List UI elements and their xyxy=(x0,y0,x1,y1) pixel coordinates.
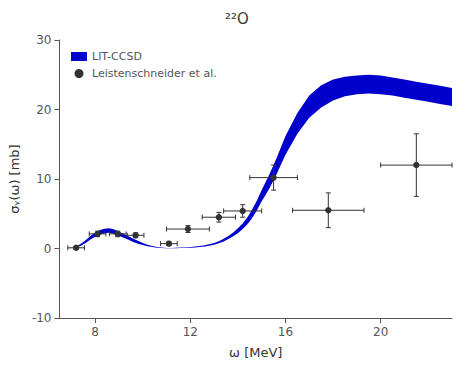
svg-text:20: 20 xyxy=(36,103,51,117)
svg-text:8: 8 xyxy=(91,325,99,339)
svg-text:16: 16 xyxy=(278,325,293,339)
svg-text:12: 12 xyxy=(183,325,198,339)
svg-text:σᵧ(ω) [mb]: σᵧ(ω) [mb] xyxy=(7,144,22,213)
svg-text:-10: -10 xyxy=(32,311,52,325)
svg-text:10: 10 xyxy=(36,172,51,186)
svg-text:20: 20 xyxy=(373,325,388,339)
svg-text:²²O: ²²O xyxy=(225,10,249,28)
svg-text:ω [MeV]: ω [MeV] xyxy=(229,345,282,360)
svg-text:0: 0 xyxy=(44,242,52,256)
svg-text:Leistenschneider et al.: Leistenschneider et al. xyxy=(92,67,217,80)
svg-text:LIT-CCSD: LIT-CCSD xyxy=(92,50,142,63)
svg-text:30: 30 xyxy=(36,33,51,47)
